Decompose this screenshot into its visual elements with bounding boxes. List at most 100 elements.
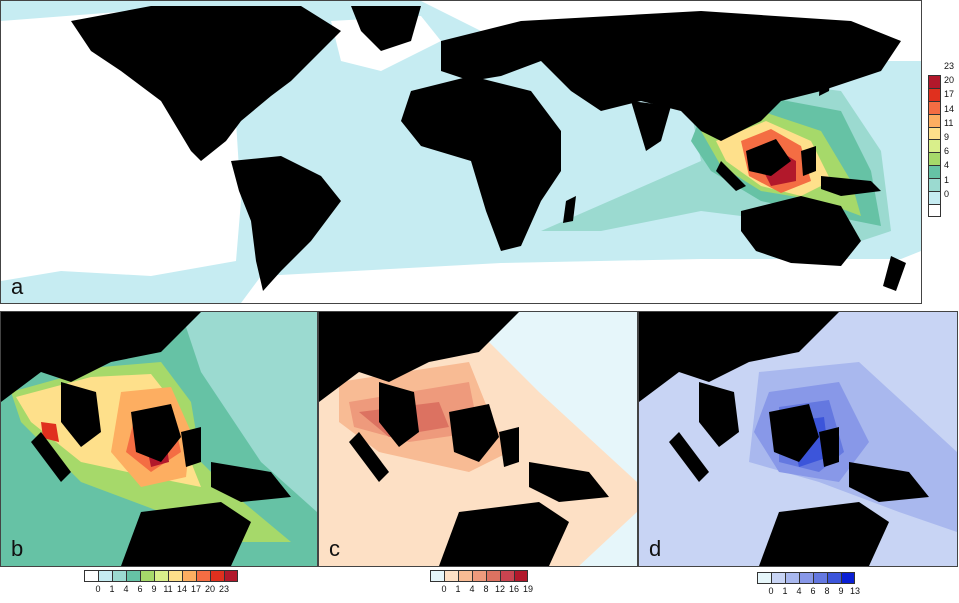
legend-b-swatch — [196, 570, 210, 582]
legend-b-swatch — [210, 570, 224, 582]
sulawesi — [801, 146, 816, 176]
legend-c-tick-label: 12 — [494, 584, 506, 594]
legend-c-tick-label: 0 — [441, 584, 447, 594]
legend-b-swatch — [112, 570, 126, 582]
legend-a-tick-label: 17 — [944, 89, 955, 100]
legend-b-tick-label: 11 — [163, 584, 173, 594]
legend-a-tick-label: 1 — [944, 174, 950, 185]
legend-a-tick-label: 0 — [944, 188, 950, 199]
world-map-svg — [1, 1, 921, 303]
legend-b-swatch — [126, 570, 140, 582]
panel-a-label: a — [11, 274, 24, 299]
greenland — [351, 6, 421, 51]
legend-c-swatch — [500, 570, 514, 582]
legend-a-tick-label: 6 — [944, 146, 950, 157]
legend-a-tick-label: 11 — [944, 117, 954, 128]
india — [631, 101, 671, 151]
panel-b-land — [1, 312, 291, 566]
legend-b-swatch — [168, 570, 182, 582]
legend-c-tick-label: 8 — [483, 584, 489, 594]
sumatra — [716, 161, 746, 191]
legend-d-tick-label: 4 — [796, 586, 802, 596]
legend-d-tick-label: 1 — [782, 586, 788, 596]
new-guinea — [821, 176, 881, 196]
legend-d: 0 1 4 6 8 9 13 — [757, 572, 860, 596]
southern-low-zone — [241, 251, 921, 303]
legend-d-tick-label: 6 — [810, 586, 816, 596]
japan — [819, 56, 833, 96]
legend-a-swatch — [928, 87, 941, 101]
legend-d-swatch — [785, 572, 799, 584]
panel-d-land — [639, 312, 929, 566]
legend-b-tick-label: 23 — [218, 584, 230, 594]
legend-c-swatch — [458, 570, 472, 582]
legend-b-tick-label: 6 — [137, 584, 143, 594]
legend-a-swatch — [928, 126, 941, 140]
legend-b-tick-label: 14 — [176, 584, 188, 594]
panel-c-svg — [319, 312, 637, 566]
legend-a-tick-label: 14 — [944, 103, 955, 114]
legend-b: 0 1 4 6 9 11 14 17 20 23 — [84, 570, 238, 594]
legend-a-tick-label: 23 — [944, 61, 955, 71]
australia — [741, 196, 861, 266]
land-masses — [71, 6, 906, 291]
legend-d-swatch — [771, 572, 785, 584]
new-zealand — [883, 256, 906, 291]
madagascar — [563, 196, 576, 223]
legend-a-tick-label: 9 — [944, 132, 950, 142]
legend-c-swatch — [444, 570, 458, 582]
legend-d-swatch — [841, 572, 855, 584]
legend-a — [928, 75, 941, 217]
panel-b-label: b — [11, 536, 24, 561]
legend-b-swatch — [84, 570, 98, 582]
panel-c-land — [319, 312, 609, 566]
panel-d-svg — [639, 312, 957, 566]
legend-c-swatch — [486, 570, 500, 582]
panel-c-label: c — [329, 536, 340, 561]
legend-a-swatch — [928, 203, 941, 217]
legend-c-tick-label: 1 — [455, 584, 461, 594]
legend-b-swatch — [182, 570, 196, 582]
legend-d-swatch — [799, 572, 813, 584]
south-america — [231, 156, 341, 291]
legend-a-tick-label: 4 — [944, 160, 950, 171]
legend-d-swatch — [757, 572, 771, 584]
borneo — [746, 139, 791, 176]
panel-a-world-map: a — [0, 0, 922, 304]
legend-a-swatch — [928, 191, 941, 204]
legend-a-swatch — [928, 75, 941, 88]
legend-b-tick-label: 1 — [109, 584, 115, 594]
legend-a-swatch — [928, 113, 941, 127]
legend-a-swatch — [928, 152, 941, 166]
africa — [401, 76, 561, 251]
asia — [521, 11, 901, 141]
panel-b-svg — [1, 312, 317, 566]
legend-b-swatch — [224, 570, 238, 582]
legend-c-tick-label: 16 — [508, 584, 520, 594]
legend-b-swatch — [140, 570, 154, 582]
legend-a-swatch — [928, 100, 941, 114]
legend-b-tick-label: 9 — [151, 584, 157, 594]
panel-d-label: d — [649, 536, 662, 561]
panel-b-regional-map: b — [0, 311, 318, 567]
legend-d-swatch — [813, 572, 827, 584]
legend-b-tick-label: 4 — [123, 584, 129, 594]
legend-b-swatch — [98, 570, 112, 582]
legend-a-tick-label: 20 — [944, 75, 955, 86]
legend-a-swatch — [928, 139, 941, 153]
legend-b-tick-label: 17 — [190, 584, 202, 594]
panel-d-regional-map: d — [638, 311, 958, 567]
legend-b-tick-label: 20 — [204, 584, 216, 594]
legend-d-tick-label: 0 — [768, 586, 774, 596]
legend-c: 0 1 4 8 12 16 19 — [430, 570, 533, 594]
legend-d-tick-label: 8 — [824, 586, 830, 596]
legend-c-swatch — [430, 570, 444, 582]
legend-d-swatch — [827, 572, 841, 584]
legend-c-swatch — [514, 570, 528, 582]
legend-d-tick-label: 13 — [849, 586, 861, 596]
legend-d-tick-label: 9 — [838, 586, 844, 596]
legend-a-swatch — [928, 178, 941, 192]
legend-b-tick-label: 0 — [95, 584, 101, 594]
legend-c-tick-label: 4 — [469, 584, 475, 594]
legend-c-tick-label: 19 — [522, 584, 534, 594]
